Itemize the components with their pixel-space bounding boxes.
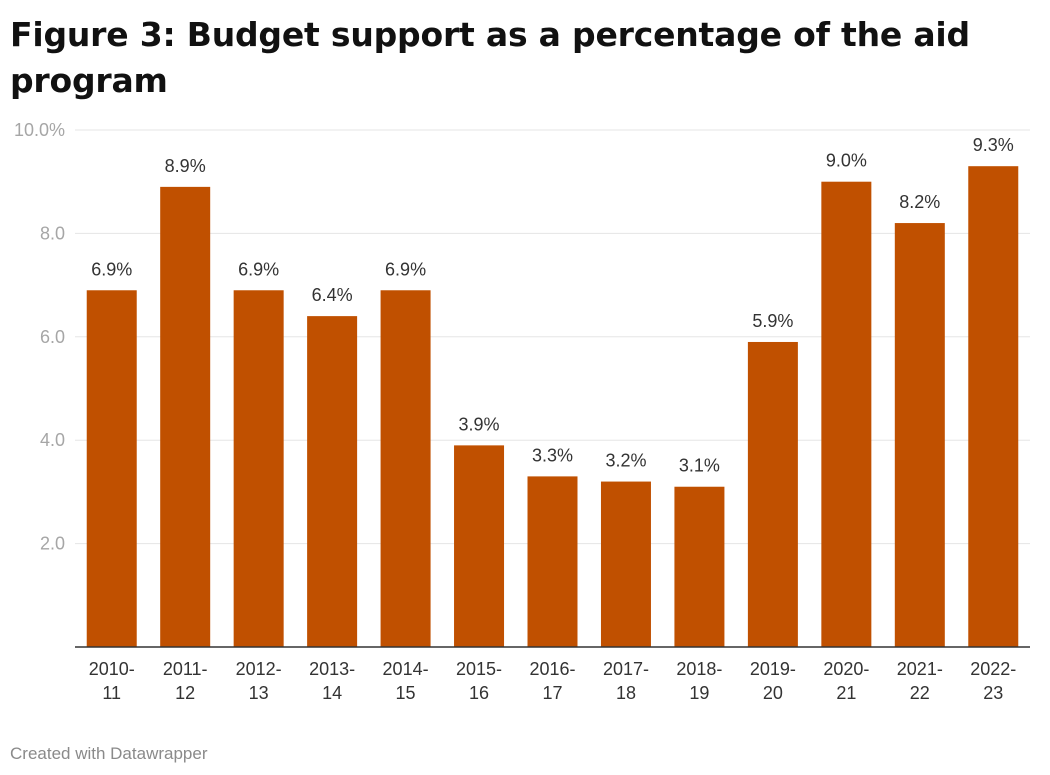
bar	[454, 445, 505, 647]
bar	[674, 486, 725, 647]
x-tick-label: 2016-	[529, 659, 575, 679]
data-label: 6.4%	[312, 285, 353, 305]
bar	[86, 290, 137, 647]
bar	[160, 186, 211, 647]
bar	[968, 166, 1019, 647]
x-tick-label: 2021-	[897, 659, 943, 679]
bar	[821, 181, 872, 647]
chart-title: Figure 3: Budget support as a percentage…	[10, 15, 970, 100]
data-label: 6.9%	[385, 259, 426, 279]
x-tick-label: 22	[910, 683, 930, 703]
x-tick-label: 2017-	[603, 659, 649, 679]
data-label: 8.9%	[165, 156, 206, 176]
x-tick-label: 11	[102, 683, 121, 703]
x-tick-label: 15	[396, 683, 416, 703]
data-labels: 6.9% 8.9% 6.9% 6.4% 6.9% 3.9% 3.3% 3.2% 3.1% 5.9%…	[91, 135, 1014, 476]
x-tick-label: 23	[983, 683, 1003, 703]
x-tick-label: 2019-	[750, 659, 796, 679]
bars	[86, 166, 1019, 647]
data-label: 9.3%	[973, 135, 1014, 155]
y-tick-label: 8.0	[40, 223, 65, 243]
x-tick-label: 19	[689, 683, 709, 703]
data-label: 6.9%	[238, 259, 279, 279]
credit-footer: Created with Datawrapper	[10, 744, 208, 763]
x-axis-labels: 2010- 11 2011- 12 2012- 13 2013- 14 2014- 15 2015-…	[89, 659, 1017, 703]
data-label: 3.2%	[605, 451, 646, 471]
y-tick-label: 10.0%	[14, 120, 65, 140]
x-tick-label: 2013-	[309, 659, 355, 679]
y-tick-label: 4.0	[40, 430, 65, 450]
x-tick-label: 2015-	[456, 659, 502, 679]
x-tick-label: 2018-	[676, 659, 722, 679]
x-tick-label: 13	[249, 683, 269, 703]
x-tick-label: 2022-	[970, 659, 1016, 679]
data-label: 3.9%	[459, 414, 500, 434]
y-tick-label: 6.0	[40, 327, 65, 347]
y-tick-label: 2.0	[40, 534, 65, 554]
data-label: 5.9%	[752, 311, 793, 331]
x-tick-label: 2014-	[383, 659, 429, 679]
y-axis-ticks: 10.0% 8.0 6.0 4.0 2.0	[14, 120, 65, 554]
data-label: 3.1%	[679, 456, 720, 476]
bar	[380, 290, 431, 647]
data-label: 8.2%	[899, 192, 940, 212]
bar	[233, 290, 284, 647]
x-tick-label: 2010-	[89, 659, 135, 679]
bar	[527, 476, 578, 647]
x-tick-label: 21	[836, 683, 856, 703]
x-tick-label: 2012-	[236, 659, 282, 679]
x-tick-label: 2011-	[163, 659, 208, 679]
x-tick-label: 18	[616, 683, 636, 703]
data-label: 6.9%	[91, 259, 132, 279]
bar	[894, 223, 945, 647]
x-tick-label: 2020-	[823, 659, 869, 679]
data-label: 9.0%	[826, 151, 867, 171]
bar	[600, 481, 651, 647]
x-tick-label: 17	[542, 683, 562, 703]
x-tick-label: 12	[175, 683, 195, 703]
bar	[307, 316, 358, 647]
data-label: 3.3%	[532, 445, 573, 465]
x-tick-label: 16	[469, 683, 489, 703]
bar	[747, 341, 798, 647]
x-tick-label: 20	[763, 683, 783, 703]
x-tick-label: 14	[322, 683, 342, 703]
